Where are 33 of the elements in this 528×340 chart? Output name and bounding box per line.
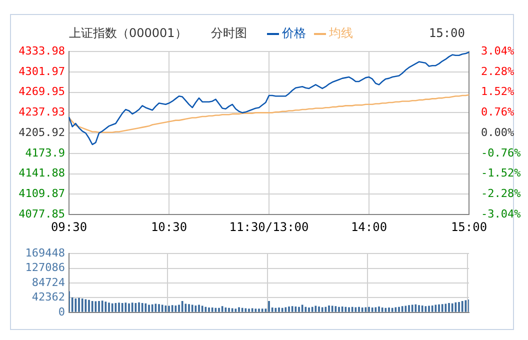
y2-tick-label: -2.28% bbox=[481, 187, 522, 200]
legend-label: 价格 bbox=[282, 25, 306, 42]
y-tick-label: 84724 bbox=[32, 276, 66, 289]
y-tick-label: 4333.98 bbox=[18, 44, 65, 58]
text: 15:00 bbox=[428, 26, 465, 40]
y-tick-label: 4173.9 bbox=[25, 146, 65, 160]
y-tick-label: 0 bbox=[58, 305, 65, 318]
y-tick-label: 4077.85 bbox=[18, 207, 65, 220]
y2-tick-label: 0.00% bbox=[481, 126, 514, 139]
x-tick-label: 14:00 bbox=[350, 220, 388, 234]
legend-label: 均线 bbox=[329, 25, 353, 42]
y-tick-label: 4205.92 bbox=[18, 126, 65, 139]
x-tick-label: 10:30 bbox=[150, 220, 188, 234]
chart-title: 上证指数（000001） bbox=[69, 25, 187, 42]
y-tick-label: 127086 bbox=[25, 261, 65, 274]
chart-subtitle: 分时图 bbox=[211, 25, 247, 42]
y2-tick-label: 3.04% bbox=[481, 44, 514, 58]
y2-tick-label: 0.76% bbox=[481, 106, 514, 119]
y-tick-label: 169448 bbox=[25, 246, 65, 260]
x-tick-label: 15:00 bbox=[450, 220, 488, 234]
x-tick-label: 11:30/13:00 bbox=[229, 220, 309, 234]
y2-tick-label: 1.52% bbox=[481, 85, 514, 98]
y-tick-label: 4109.87 bbox=[18, 187, 65, 200]
y2-tick-label: -0.76% bbox=[481, 146, 522, 160]
x-tick-label: 09:30 bbox=[50, 220, 88, 234]
y2-tick-label: 2.28% bbox=[481, 64, 514, 78]
y-tick-label: 4141.88 bbox=[18, 166, 65, 180]
y-tick-label: 4301.97 bbox=[18, 64, 65, 78]
y-tick-label: 4237.93 bbox=[18, 106, 65, 119]
y-tick-label: 4269.95 bbox=[18, 85, 65, 98]
y2-tick-label: -1.52% bbox=[481, 166, 522, 180]
y-tick-label: 42362 bbox=[32, 290, 65, 304]
y2-tick-label: -3.04% bbox=[481, 207, 522, 220]
